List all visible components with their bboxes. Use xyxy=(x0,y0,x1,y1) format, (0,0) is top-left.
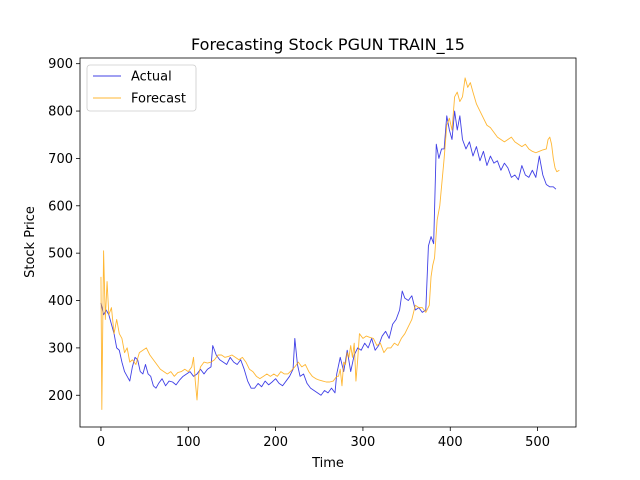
x-tick-label: 300 xyxy=(351,435,376,450)
y-tick-label: 900 xyxy=(48,57,73,72)
y-tick-label: 400 xyxy=(48,294,73,309)
y-axis-ticks: 200 300 400 500 600 700 800 900 xyxy=(48,57,80,404)
x-axis-ticks: 0 100 200 300 400 500 xyxy=(97,427,550,450)
y-tick-label: 800 xyxy=(48,105,73,120)
y-tick-label: 700 xyxy=(48,152,73,167)
y-axis-label: Stock Price xyxy=(23,206,38,278)
plot-frame xyxy=(79,57,577,428)
chart-title: Forecasting Stock PGUN TRAIN_15 xyxy=(191,35,465,55)
x-tick-label: 0 xyxy=(97,435,105,450)
legend: Actual Forecast xyxy=(86,64,197,112)
legend-label-forecast: Forecast xyxy=(131,92,186,107)
x-tick-label: 500 xyxy=(525,435,550,450)
x-tick-label: 100 xyxy=(176,435,201,450)
x-axis-label: Time xyxy=(311,456,344,471)
y-tick-label: 600 xyxy=(48,199,73,214)
x-tick-label: 200 xyxy=(263,435,288,450)
x-tick-label: 400 xyxy=(438,435,463,450)
y-tick-label: 200 xyxy=(48,389,73,404)
series-line-actual xyxy=(100,110,557,396)
legend-label-actual: Actual xyxy=(131,70,172,85)
y-tick-label: 500 xyxy=(48,247,73,262)
series-line-forecast xyxy=(100,77,560,410)
y-tick-label: 300 xyxy=(48,341,73,356)
plot-area xyxy=(100,77,560,410)
